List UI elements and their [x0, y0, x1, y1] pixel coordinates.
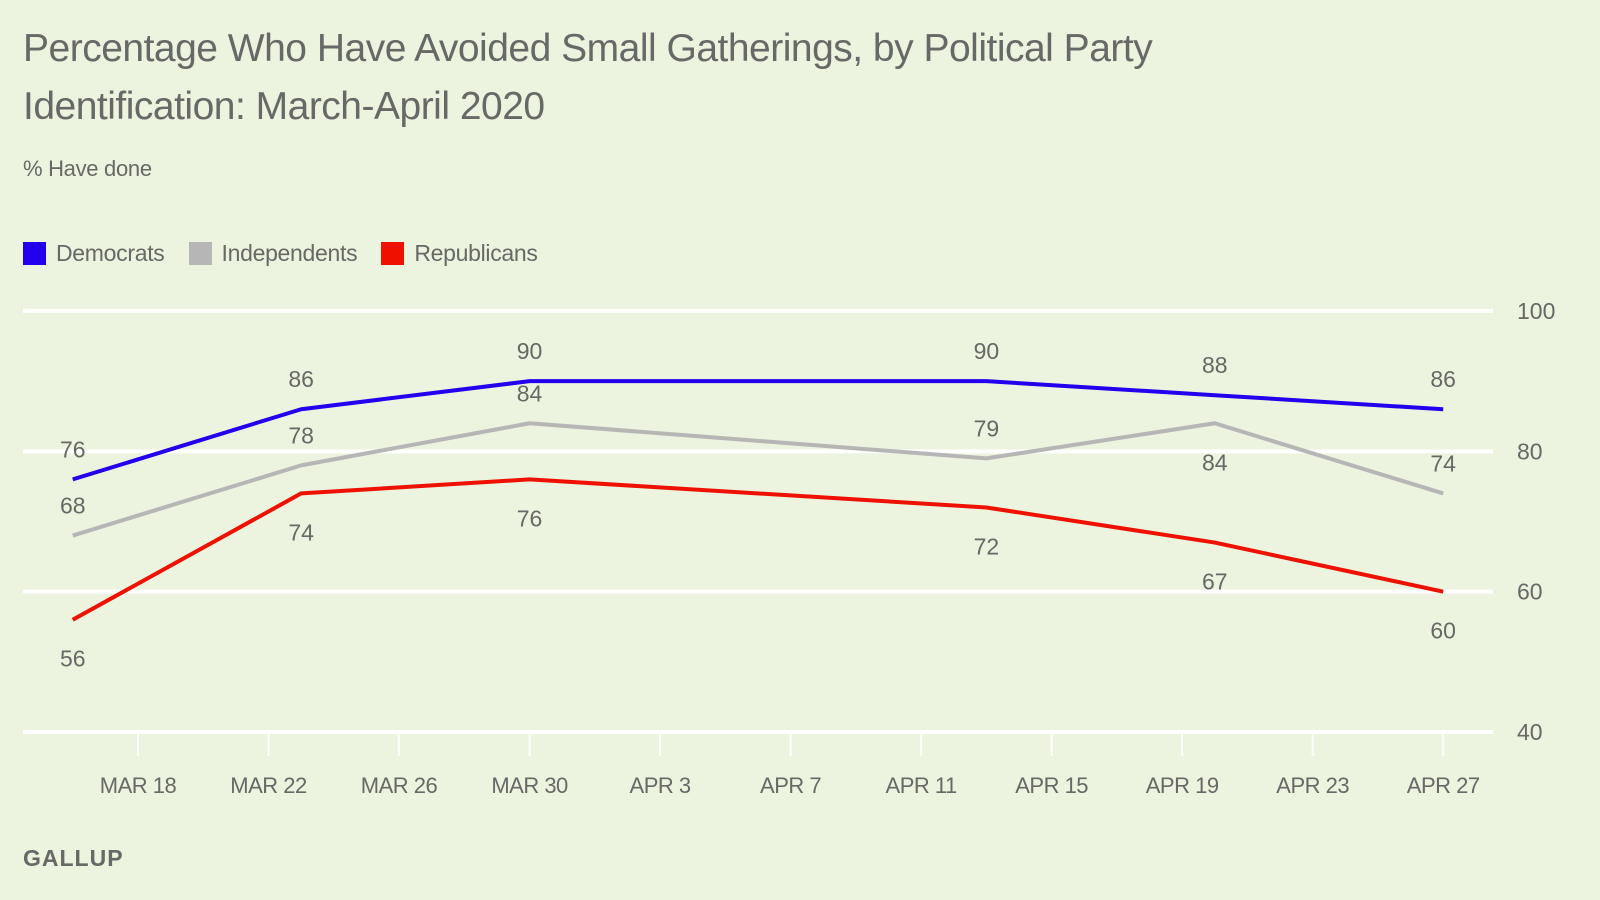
data-label-democrats: 76	[60, 436, 86, 462]
x-tick-label: MAR 22	[230, 773, 307, 798]
legend-label-democrats: Democrats	[56, 240, 165, 266]
x-tick-label: MAR 30	[491, 773, 568, 798]
legend-item-independents[interactable]: Independents	[188, 240, 358, 267]
data-label-democrats: 88	[1202, 352, 1228, 378]
x-tick-label: APR 7	[760, 773, 821, 798]
data-label-independents: 68	[60, 493, 86, 519]
y-tick-label: 60	[1517, 579, 1543, 605]
data-label-independents: 78	[288, 422, 314, 448]
data-label-republicans: 60	[1430, 618, 1456, 644]
data-label-independents: 79	[974, 415, 1000, 441]
data-label-republicans: 76	[517, 505, 543, 531]
data-label-republicans: 72	[974, 533, 1000, 559]
data-label-independents: 74	[1430, 450, 1456, 476]
data-label-independents: 84	[1202, 449, 1228, 475]
data-label-democrats: 90	[974, 338, 1000, 364]
y-tick-label: 40	[1517, 719, 1543, 745]
legend: Democrats Independents Republicans	[23, 240, 562, 267]
series-line-independents	[72, 421, 1444, 538]
data-label-republicans: 56	[60, 646, 86, 672]
x-tick-label: APR 27	[1407, 773, 1480, 798]
x-tick-label: MAR 18	[100, 773, 177, 798]
chart-title: Percentage Who Have Avoided Small Gather…	[23, 27, 1153, 128]
x-tick-label: APR 23	[1276, 773, 1349, 798]
data-label-democrats: 90	[517, 338, 543, 364]
legend-label-republicans: Republicans	[414, 240, 538, 266]
y-axis: 40 60 80 100	[1517, 298, 1555, 745]
series-lines	[71, 379, 1444, 622]
data-labels: 76 86 90 90 88 86 68 78 84 79 84 74 56 74 76 72 67 60	[60, 338, 1456, 672]
x-axis: MAR 18 MAR 22 MAR 26 MAR 30 APR 3 APR 7 APR 11…	[100, 732, 1480, 798]
source-logo: GALLUP	[23, 845, 124, 871]
series-line-republicans	[71, 477, 1444, 622]
x-tick-label: MAR 26	[361, 773, 438, 798]
data-label-democrats: 86	[288, 366, 314, 392]
legend-swatch-democrats	[23, 242, 46, 265]
legend-item-democrats[interactable]: Democrats	[23, 240, 165, 267]
gridlines	[23, 309, 1493, 734]
data-label-republicans: 74	[288, 519, 314, 545]
data-label-republicans: 67	[1202, 569, 1228, 595]
y-tick-label: 80	[1517, 438, 1543, 464]
x-tick-label: APR 19	[1146, 773, 1219, 798]
legend-swatch-independents	[188, 242, 212, 265]
legend-swatch-republicans	[381, 242, 405, 265]
x-tick-label: APR 3	[630, 773, 691, 798]
x-tick-label: APR 11	[886, 773, 957, 798]
y-tick-label: 100	[1517, 298, 1555, 324]
data-label-independents: 84	[517, 380, 543, 406]
chart-subtitle: % Have done	[23, 156, 152, 181]
x-tick-label: APR 15	[1015, 773, 1088, 798]
series-line-democrats	[72, 379, 1444, 482]
legend-label-independents: Independents	[221, 240, 358, 266]
legend-item-republicans[interactable]: Republicans	[381, 240, 538, 267]
data-label-democrats: 86	[1430, 366, 1456, 392]
